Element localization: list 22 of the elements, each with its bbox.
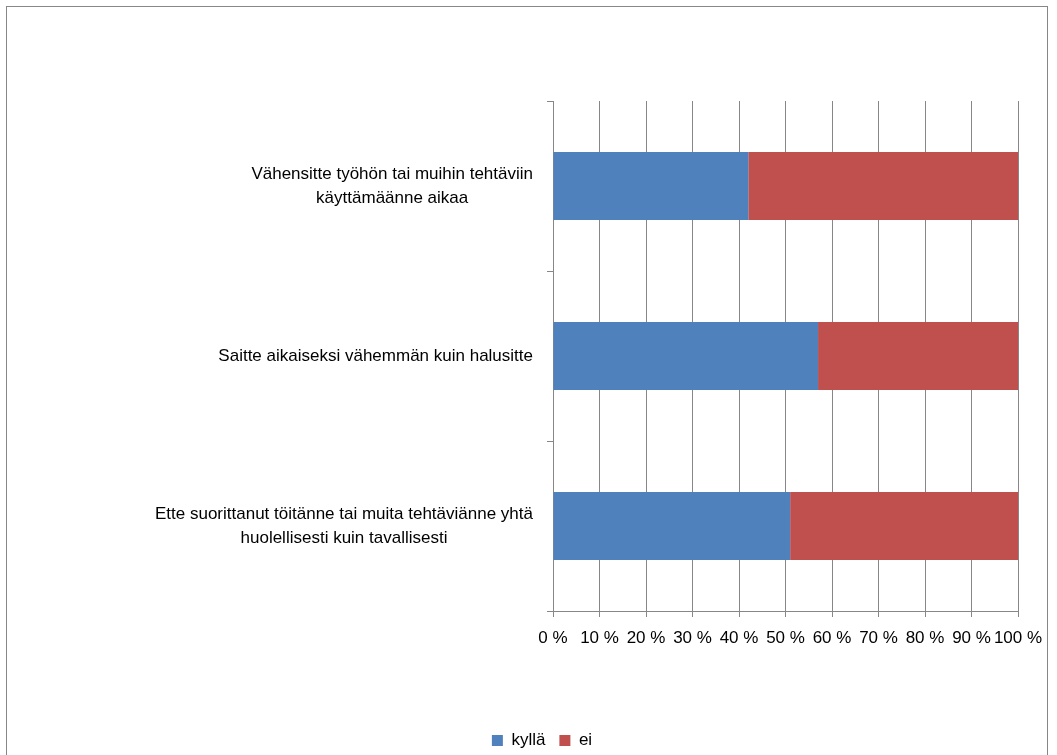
bar xyxy=(818,322,1018,390)
x-tick-label: 0 % xyxy=(538,627,568,647)
bar xyxy=(553,152,749,220)
x-tick-label: 30 % xyxy=(673,627,712,647)
bar xyxy=(553,322,819,390)
bar xyxy=(748,152,1018,220)
y-tick-label: Saitte aikaiseksi vähemmän kuin halusitte xyxy=(218,345,534,365)
x-tick-label: 20 % xyxy=(626,627,666,647)
legend-label: ei xyxy=(578,730,593,750)
x-tick-label: 90 % xyxy=(952,627,991,647)
y-tick-label: Vähensitte työhön tai muihin tehtäviin käyttämäänne aikaa xyxy=(251,163,533,207)
x-tick-label: 80 % xyxy=(905,627,945,647)
y-tick-label: Ette suorittanut töitänne tai muita tehtäviänne yhtä huolellisesti kuin tavallisesti xyxy=(154,503,534,547)
x-tick-label: 100 % xyxy=(993,627,1043,647)
x-tick-label: 40 % xyxy=(719,627,759,647)
legend-label: kyllä xyxy=(511,730,546,750)
x-tick-label: 60 % xyxy=(812,627,852,647)
bar xyxy=(790,492,1018,560)
x-tick-label: 10 % xyxy=(580,627,619,647)
x-tick-label: 50 % xyxy=(766,627,805,647)
bar xyxy=(553,492,791,560)
x-tick-label: 70 % xyxy=(859,627,898,647)
